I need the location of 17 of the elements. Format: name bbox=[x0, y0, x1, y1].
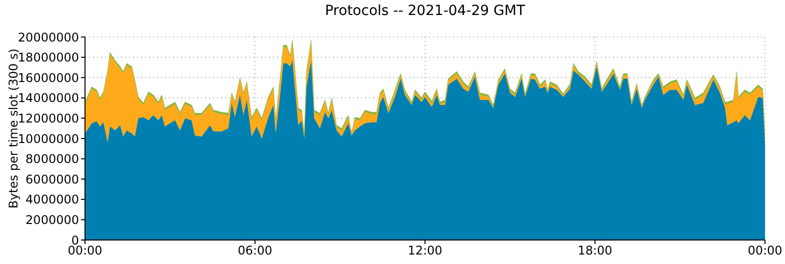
chart-title: Protocols -- 2021-04-29 GMT bbox=[324, 3, 526, 19]
y-tick-label: 6000000 bbox=[26, 172, 79, 186]
y-tick-label: 18000000 bbox=[18, 50, 79, 65]
x-tick-label: 00:00 bbox=[68, 244, 102, 258]
y-tick-label: 2000000 bbox=[26, 212, 79, 227]
y-tick-label: 20000000 bbox=[18, 30, 79, 44]
y-tick-label: 4000000 bbox=[26, 192, 79, 207]
y-tick-label: 14000000 bbox=[18, 91, 79, 106]
y-axis-title: Bytes per time slot (300 s) bbox=[6, 48, 20, 208]
y-tick-label: 12000000 bbox=[18, 111, 79, 126]
x-tick-label: 06:00 bbox=[238, 244, 272, 258]
y-tick-label: 10000000 bbox=[18, 132, 79, 146]
x-tick-label: 00:00 bbox=[748, 244, 782, 258]
y-tick-label: 8000000 bbox=[26, 152, 79, 166]
y-tick-label: 16000000 bbox=[18, 70, 79, 85]
x-tick-label: 18:00 bbox=[578, 244, 612, 258]
x-tick-label: 12:00 bbox=[408, 244, 442, 258]
